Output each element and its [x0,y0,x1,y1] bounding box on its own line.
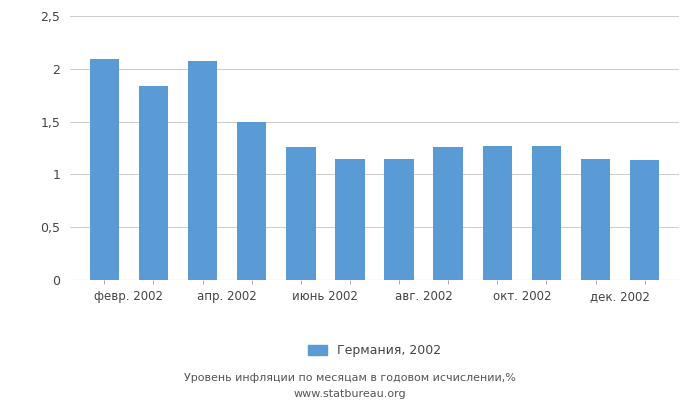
Bar [286,147,316,280]
Bar [532,146,561,280]
Bar [384,158,414,280]
Text: Уровень инфляции по месяцам в годовом исчислении,%: Уровень инфляции по месяцам в годовом ис… [184,373,516,383]
Bar [433,147,463,280]
Bar [237,122,267,280]
Bar [188,62,217,280]
Bar [335,158,365,280]
Bar [630,160,659,280]
Bar [139,86,168,280]
Bar [482,146,512,280]
Bar [581,158,610,280]
Legend: Германия, 2002: Германия, 2002 [303,339,446,362]
Bar [90,59,119,280]
Text: www.statbureau.org: www.statbureau.org [294,389,406,399]
